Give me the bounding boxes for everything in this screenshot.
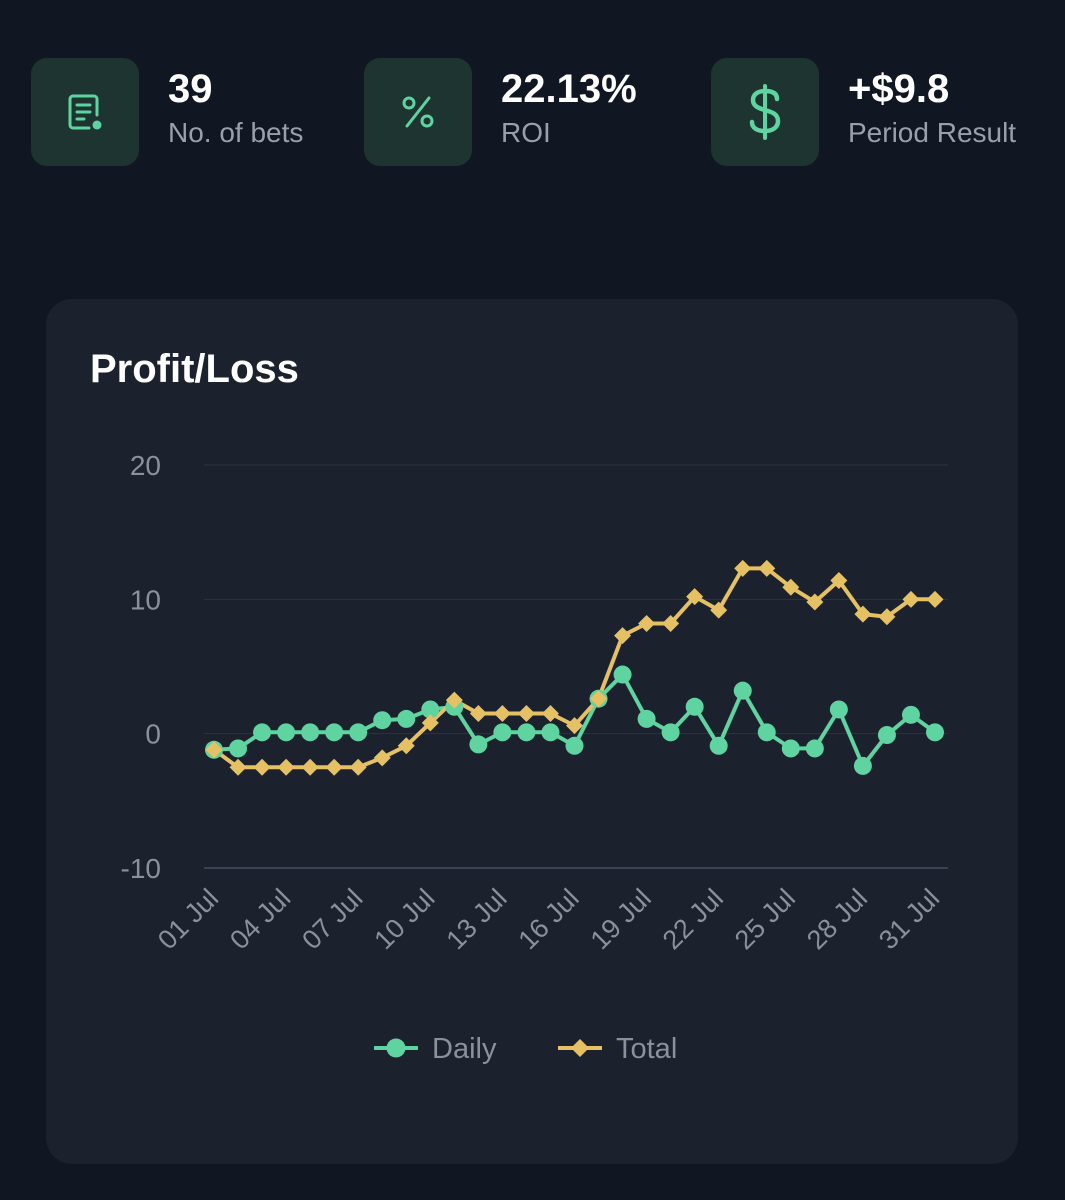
total-point (686, 588, 704, 606)
total-point (854, 605, 872, 623)
daily-point (613, 665, 632, 684)
legend-label-daily: Daily (432, 1033, 497, 1065)
y-tick-label: 10 (130, 584, 161, 615)
total-point (445, 691, 463, 709)
daily-point (805, 739, 824, 758)
daily-point (757, 723, 776, 742)
daily-point (926, 723, 944, 742)
daily-point (877, 726, 896, 745)
legend-label-total: Total (616, 1033, 677, 1065)
stat-roi: 22.13% ROI (364, 58, 637, 166)
total-point (590, 690, 608, 708)
total-point (662, 615, 680, 633)
total-point (373, 749, 391, 767)
x-tick-label: 01 Jul (152, 883, 224, 955)
period-result-label: Period Result (848, 117, 1017, 148)
total-point (493, 705, 511, 723)
roi-label: ROI (501, 117, 551, 148)
daily-point (493, 723, 512, 742)
bets-count-label: No. of bets (168, 117, 304, 148)
total-point (566, 717, 583, 735)
daily-point (397, 709, 416, 728)
total-point (926, 590, 944, 608)
legend-marker-daily (386, 1038, 406, 1058)
x-tick-label: 13 Jul (440, 883, 512, 955)
daily-point (229, 739, 248, 758)
total-point (734, 559, 752, 577)
total-point (229, 758, 247, 776)
percent-icon (364, 58, 472, 166)
daily-point (301, 723, 320, 742)
daily-point (637, 709, 656, 728)
total-point (517, 705, 535, 723)
daily-point (901, 705, 920, 724)
daily-point (253, 723, 272, 742)
y-tick-label: 20 (130, 450, 161, 481)
roi-value: 22.13% (501, 67, 637, 111)
total-point (710, 601, 728, 619)
total-point (397, 737, 415, 755)
total-point (421, 714, 439, 732)
x-tick-label: 10 Jul (368, 883, 440, 955)
daily-point (349, 723, 368, 742)
daily-point (781, 739, 800, 758)
y-tick-label: -10 (121, 853, 161, 884)
period-result-value: +$9.8 (848, 67, 950, 111)
total-point (277, 758, 295, 776)
total-point (782, 578, 800, 596)
x-tick-label: 04 Jul (224, 883, 296, 955)
total-point (830, 572, 848, 590)
daily-point (661, 723, 680, 742)
x-tick-label: 22 Jul (657, 883, 729, 955)
daily-point (373, 711, 392, 730)
y-tick-label: 0 (145, 719, 161, 750)
x-tick-label: 28 Jul (801, 883, 873, 955)
x-tick-label: 07 Jul (296, 883, 368, 955)
daily-point (853, 756, 872, 775)
total-point (325, 758, 343, 776)
x-tick-label: 19 Jul (585, 883, 657, 955)
daily-point (541, 723, 560, 742)
x-tick-label: 16 Jul (513, 883, 585, 955)
daily-point (469, 735, 488, 754)
total-point (638, 615, 656, 633)
legend-marker-total (571, 1039, 589, 1057)
daily-point (709, 736, 728, 755)
total-point (205, 741, 223, 759)
daily-point (565, 736, 584, 755)
daily-point (733, 681, 752, 700)
daily-point (325, 723, 344, 742)
dollar-icon (711, 58, 819, 166)
daily-point (421, 700, 440, 719)
receipt-icon (31, 58, 139, 166)
total-point (758, 559, 776, 577)
total-point (253, 758, 271, 776)
total-point (614, 627, 632, 645)
stat-bets: 39 No. of bets (31, 58, 303, 166)
total-point (469, 705, 487, 723)
x-tick-label: 31 Jul (873, 883, 945, 955)
total-point (301, 758, 319, 776)
profit-loss-card: Profit/Loss 20 10 0 -10 01 Jul 04 Jul 07 Jul 10… (46, 299, 1018, 1164)
total-point (878, 608, 896, 626)
daily-point (517, 723, 536, 742)
bets-count-value: 39 (168, 67, 213, 111)
daily-point (829, 700, 848, 719)
x-tick-label: 25 Jul (729, 883, 801, 955)
total-point (806, 593, 824, 611)
total-point (349, 758, 367, 776)
total-point (902, 590, 920, 608)
daily-point (685, 697, 704, 716)
daily-point (277, 723, 296, 742)
total-point (541, 705, 559, 723)
chart-title: Profit/Loss (90, 347, 299, 391)
stat-period-result: +$9.8 Period Result (711, 58, 1016, 166)
